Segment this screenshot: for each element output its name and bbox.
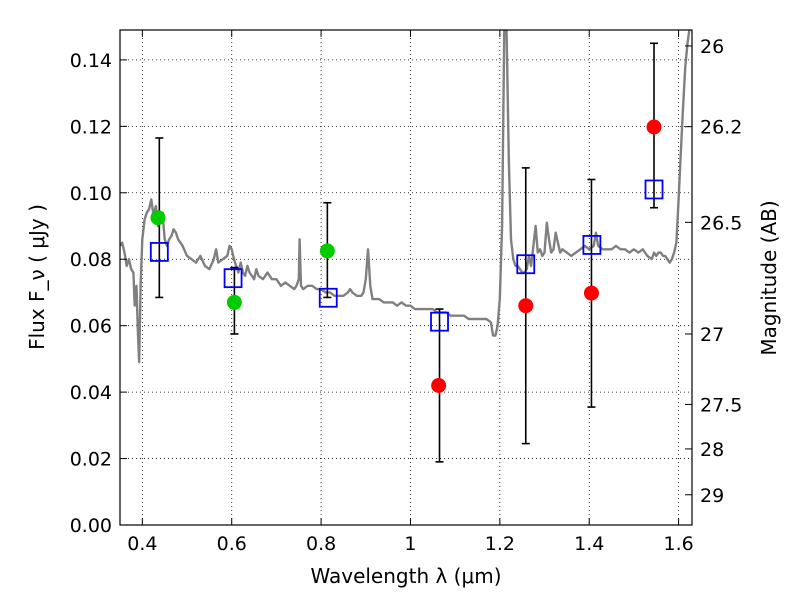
- right-tick-label: 28: [700, 439, 724, 461]
- x-axis: 0.4 0.6 0.8 1 1.2 1.4 1.6: [127, 30, 694, 555]
- y-axis-left: 0.00 0.02 0.04 0.06 0.08 0.10 0.12 0.14: [70, 50, 127, 537]
- data-point-square: [318, 287, 338, 308]
- data-point-circle: [150, 210, 166, 226]
- x-axis-label: Wavelength λ (μm): [310, 564, 501, 588]
- right-tick-label: 26.5: [700, 212, 742, 234]
- data-point-square: [644, 179, 664, 200]
- right-tick-label: 27.5: [700, 394, 742, 416]
- data-point-circle: [319, 243, 335, 259]
- data-point-circle: [226, 294, 242, 310]
- y-axis-right: 26 26.2 26.5 27 27.5 28 29: [685, 36, 742, 507]
- x-tick-label: 0.8: [306, 533, 336, 555]
- x-tick-label: 0.6: [217, 533, 247, 555]
- y-tick-label: 0.12: [70, 116, 112, 138]
- right-tick-label: 26.2: [700, 117, 742, 139]
- data-point-square: [582, 235, 602, 255]
- y-tick-label: 0.06: [70, 316, 112, 338]
- y-axis-label: Flux F_ν ( μJy ): [25, 204, 49, 350]
- data-point-circle: [518, 298, 534, 314]
- right-tick-label: 29: [700, 485, 724, 507]
- x-tick-label: 1: [404, 533, 416, 555]
- marker-layer: [149, 119, 664, 393]
- x-tick-label: 1.2: [485, 533, 515, 555]
- x-tick-label: 1.4: [574, 533, 604, 555]
- data-point-square: [149, 242, 169, 262]
- data-point-circle: [646, 119, 662, 135]
- x-tick-label: 1.6: [663, 533, 693, 555]
- y-axis-right-label: Magnitude (AB): [757, 200, 781, 355]
- y-tick-label: 0.04: [70, 382, 112, 404]
- y-tick-label: 0.10: [70, 183, 112, 205]
- y-tick-label: 0.08: [70, 249, 112, 271]
- model-spectrum-layer: [120, 30, 691, 364]
- data-point-square: [430, 311, 449, 332]
- y-tick-label: 0.14: [70, 50, 112, 72]
- y-tick-label: 0.02: [70, 449, 112, 471]
- y-tick-label: 0.00: [70, 515, 112, 537]
- x-tick-label: 0.4: [127, 533, 157, 555]
- data-point-square: [516, 254, 536, 275]
- model-spectrum-line: [120, 30, 691, 364]
- data-point-circle: [583, 285, 599, 301]
- plot-area: [120, 30, 692, 525]
- data-point-square: [223, 268, 243, 289]
- data-point-circle: [431, 377, 447, 393]
- right-tick-label: 26: [700, 36, 724, 58]
- right-tick-label: 27: [700, 324, 724, 346]
- plot-frame: [119, 29, 693, 526]
